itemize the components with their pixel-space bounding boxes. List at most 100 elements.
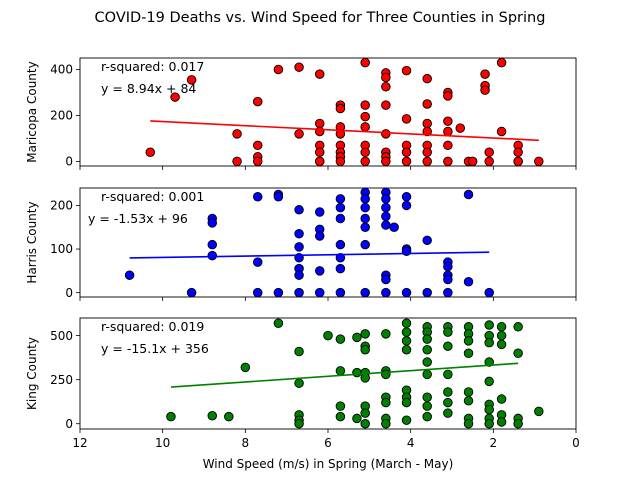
- data-point: [207, 218, 218, 228]
- data-point: [381, 100, 391, 110]
- data-point: [422, 411, 432, 422]
- data-point: [294, 205, 304, 215]
- y-tick-label: 100: [50, 242, 73, 256]
- data-point: [252, 287, 263, 298]
- data-point: [314, 69, 325, 79]
- data-point: [463, 348, 474, 358]
- data-point: [484, 376, 494, 387]
- data-point: [335, 202, 346, 213]
- data-point: [496, 394, 507, 404]
- r-squared-annotation: r-squared: 0.017: [101, 59, 204, 74]
- data-point: [463, 396, 474, 406]
- data-point: [252, 96, 263, 107]
- data-point: [314, 266, 325, 276]
- r-squared-annotation: r-squared: 0.019: [101, 319, 204, 334]
- data-point: [352, 332, 362, 343]
- data-point: [401, 327, 412, 337]
- data-point: [401, 65, 412, 76]
- data-point: [534, 406, 544, 417]
- y-tick-label: 0: [65, 155, 73, 169]
- x-tick-label: 4: [407, 436, 415, 450]
- y-axis-label: Maricopa County: [25, 61, 39, 162]
- regression-equation: y = -15.1x + 356: [101, 341, 209, 356]
- data-point: [352, 367, 362, 378]
- data-point: [534, 156, 544, 167]
- data-point: [381, 81, 391, 92]
- data-point: [422, 156, 432, 167]
- data-point: [463, 418, 474, 429]
- data-point: [443, 140, 453, 151]
- data-point: [484, 337, 494, 348]
- data-point: [124, 270, 135, 280]
- data-point: [381, 274, 391, 285]
- x-tick-label: 0: [572, 436, 580, 450]
- data-point: [335, 411, 346, 422]
- data-point: [360, 222, 370, 232]
- data-point: [443, 156, 453, 167]
- data-point: [294, 287, 304, 298]
- x-tick-label: 6: [324, 436, 332, 450]
- data-point: [207, 239, 218, 250]
- data-point: [467, 156, 478, 167]
- data-point: [232, 156, 242, 167]
- data-point: [381, 397, 391, 408]
- data-point: [314, 287, 325, 298]
- y-tick-label: 200: [50, 199, 73, 213]
- data-point: [360, 408, 370, 418]
- data-point: [360, 329, 370, 339]
- data-point: [484, 147, 494, 157]
- data-point: [335, 213, 346, 224]
- y-axis-label: Harris County: [25, 201, 39, 283]
- data-point: [422, 344, 432, 355]
- y-tick-label: 0: [65, 417, 73, 431]
- data-point: [335, 253, 346, 263]
- data-point: [381, 418, 391, 429]
- data-point: [513, 147, 523, 157]
- data-point: [455, 123, 466, 133]
- y-axis-label: King County: [25, 337, 39, 410]
- data-point: [335, 129, 346, 139]
- data-point: [484, 357, 494, 367]
- data-point: [335, 194, 346, 204]
- data-point: [463, 387, 474, 397]
- data-point: [484, 287, 494, 298]
- data-point: [381, 72, 391, 83]
- data-point: [443, 91, 453, 101]
- data-point: [294, 62, 304, 72]
- data-point: [401, 287, 412, 298]
- data-point: [252, 257, 263, 267]
- data-point: [484, 320, 494, 330]
- data-point: [381, 220, 391, 230]
- data-point: [335, 366, 346, 376]
- data-point: [401, 415, 412, 425]
- data-point: [443, 274, 453, 285]
- plot-frame: [79, 187, 577, 298]
- data-point: [360, 344, 370, 355]
- data-point: [422, 99, 432, 109]
- data-point: [224, 411, 234, 422]
- data-point: [273, 318, 284, 329]
- data-point: [360, 156, 370, 167]
- data-point: [443, 387, 453, 397]
- data-point: [360, 111, 370, 122]
- data-point: [443, 116, 453, 126]
- data-point: [443, 287, 453, 298]
- data-point: [422, 334, 432, 344]
- y-tick-label: 200: [50, 109, 73, 123]
- data-point: [170, 92, 180, 102]
- data-point: [335, 334, 346, 344]
- data-point: [463, 336, 474, 346]
- y-tick-label: 400: [50, 63, 73, 77]
- data-point: [443, 327, 453, 337]
- data-point: [186, 287, 197, 298]
- y-tick-label: 0: [65, 286, 73, 300]
- data-point: [360, 202, 370, 213]
- data-point: [496, 57, 507, 68]
- data-point: [252, 156, 263, 167]
- data-point: [335, 239, 346, 250]
- data-point: [294, 418, 304, 429]
- data-point: [335, 287, 346, 298]
- data-point: [360, 122, 370, 132]
- data-point: [273, 64, 284, 75]
